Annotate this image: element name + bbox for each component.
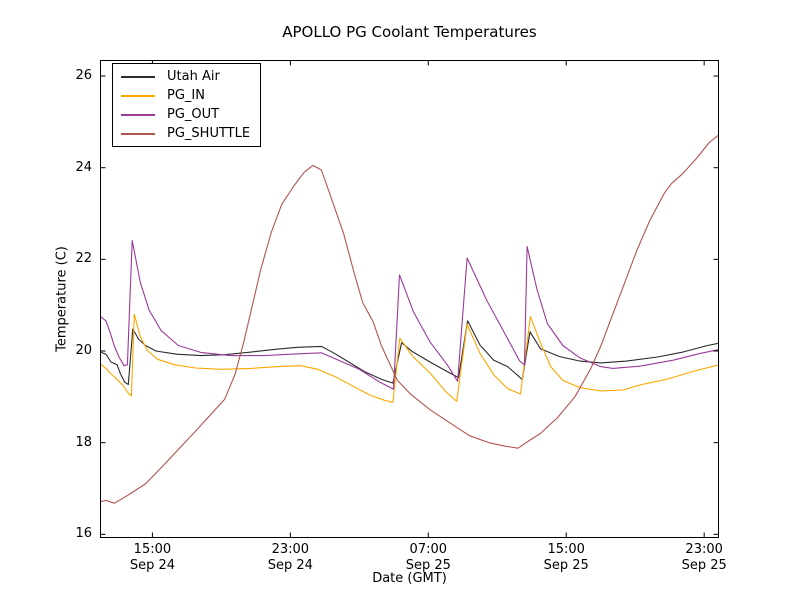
x-tick-time: 23:00 — [685, 542, 723, 557]
legend-label: Utah Air — [167, 69, 220, 84]
legend-item-pg-in: PG_IN — [121, 86, 250, 105]
x-tick-time: 15:00 — [133, 542, 172, 557]
x-tick-date: Sep 24 — [267, 558, 313, 573]
legend-item-pg-shuttle: PG_SHUTTLE — [121, 124, 250, 143]
plot-area — [100, 60, 719, 538]
legend-label: PG_IN — [167, 88, 205, 103]
series-line-pg-shuttle — [100, 134, 719, 504]
x-tick-time: 23:00 — [271, 542, 310, 557]
legend-item-utah-air: Utah Air — [121, 67, 250, 86]
legend-item-pg-out: PG_OUT — [121, 105, 250, 124]
x-tick-label: 07:00 Sep 25 — [386, 542, 470, 574]
x-tick-date: Sep 25 — [543, 558, 589, 573]
series-line-utah-air — [100, 320, 719, 386]
legend: Utah Air PG_IN PG_OUT PG_SHUTTLE — [112, 63, 262, 147]
y-tick-label-24: 24 — [75, 159, 92, 175]
y-tick-label-26: 26 — [75, 68, 92, 84]
series-line-pg-out — [100, 240, 719, 390]
chart-title: APOLLO PG Coolant Temperatures — [282, 23, 537, 41]
x-tick-time: 15:00 — [547, 542, 585, 557]
series-line-pg-in — [100, 313, 719, 403]
x-tick-label: 23:00 Sep 25 — [662, 542, 746, 574]
x-tick-label: 23:00 Sep 24 — [248, 542, 332, 574]
legend-label: PG_SHUTTLE — [167, 126, 251, 141]
y-tick-label-18: 18 — [75, 434, 92, 450]
y-tick-label-16: 16 — [75, 526, 92, 542]
x-tick-time: 07:00 — [409, 542, 448, 557]
x-axis-label: Date (GMT) — [372, 571, 447, 586]
legend-line-swatch — [121, 132, 155, 135]
x-tick-date: Sep 25 — [681, 558, 727, 573]
legend-line-swatch — [121, 113, 155, 116]
legend-label: PG_OUT — [167, 107, 220, 122]
legend-line-swatch — [121, 94, 155, 97]
legend-line-swatch — [121, 75, 155, 78]
x-tick-label: 15:00 Sep 24 — [110, 542, 194, 574]
x-tick-date: Sep 25 — [405, 558, 451, 573]
axes-frame — [100, 60, 719, 538]
y-tick-label-22: 22 — [75, 251, 92, 267]
x-tick-label: 15:00 Sep 25 — [524, 542, 608, 574]
x-tick-date: Sep 24 — [129, 558, 175, 573]
y-tick-label-20: 20 — [75, 343, 92, 359]
